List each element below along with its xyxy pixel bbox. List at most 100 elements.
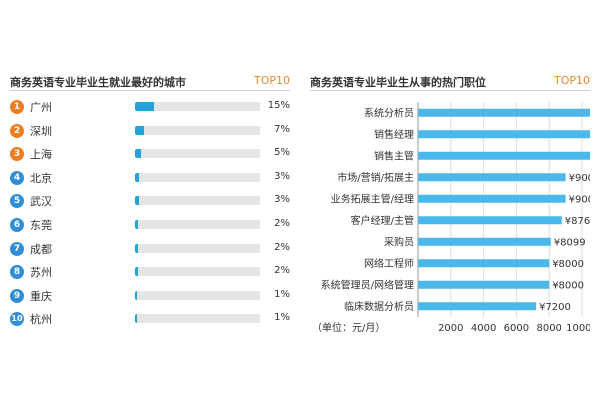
salary-bar: [418, 280, 550, 289]
rank-badge: 8: [10, 265, 24, 280]
salary-bar: [418, 302, 537, 311]
city-bar-track: [135, 290, 260, 300]
city-bar-fill: [135, 314, 137, 324]
x-tick-label: 6000: [504, 323, 529, 334]
city-bar-track: [135, 314, 260, 324]
city-bar-fill: [135, 125, 144, 135]
city-panel-title: 商务英语专业毕业生就业最好的城市: [10, 76, 186, 89]
city-name: 武汉: [30, 195, 52, 209]
city-bar-track: [135, 102, 260, 111]
city-bar-track: [135, 125, 260, 135]
city-row: 6 东莞 2%: [10, 216, 290, 236]
salary-bar: [418, 130, 590, 139]
city-row: 2 深圳 7%: [10, 122, 290, 142]
job-panel-divider: [310, 90, 590, 91]
city-name: 上海: [30, 148, 52, 162]
job-category-label: 销售经理: [374, 128, 414, 141]
city-bar-track: [135, 243, 260, 253]
job-category-label: 系统管理员/网络管理: [321, 278, 414, 291]
city-bar-track: [135, 196, 260, 206]
city-row: 10 杭州 1%: [10, 310, 290, 330]
city-bar-track: [135, 220, 260, 229]
x-axis-unit-label: （单位：元/月）: [312, 321, 385, 334]
salary-value-label: ¥8000: [552, 259, 584, 270]
city-value: 1%: [274, 288, 290, 300]
salary-bar: [418, 259, 550, 268]
rank-badge: 4: [10, 170, 24, 185]
city-ranking-panel: 商务英语专业毕业生就业最好的城市 TOP10 1 广州 15% 2 深圳 7% 3 上海 5% 4…: [10, 74, 290, 330]
salary-bar: [418, 151, 590, 160]
job-panel-title: 商务英语专业毕业生从事的热门职位: [310, 76, 486, 89]
city-bar-track: [135, 172, 260, 182]
city-panel-top-label: TOP10: [253, 74, 290, 87]
salary-value-label: ¥8766: [565, 216, 590, 227]
city-name: 北京: [30, 171, 52, 185]
city-bar-fill: [135, 243, 138, 253]
city-name: 杭州: [30, 313, 52, 327]
salary-value-label: ¥8099: [554, 237, 586, 248]
city-bar-track: [135, 149, 260, 159]
city-row: 5 武汉 3%: [10, 192, 290, 212]
city-bar-fill: [135, 102, 154, 111]
salary-value-label: ¥9000: [569, 173, 590, 184]
salary-value-label: ¥8000: [552, 280, 584, 291]
job-category-label: 业务拓展主管/经理: [331, 192, 414, 205]
x-tick-label: 2000: [438, 323, 463, 334]
city-bar-fill: [135, 196, 139, 206]
city-value: 2%: [274, 241, 290, 253]
city-row: 1 广州 15%: [10, 98, 290, 118]
rank-badge: 2: [10, 123, 24, 138]
city-value: 15%: [267, 100, 290, 111]
rank-badge: 7: [10, 241, 24, 256]
city-bar-fill: [135, 149, 142, 159]
salary-chart: 系统分析员¥14800销售经理¥13386销售主管¥13015市场/营销/拓展主…: [310, 100, 590, 340]
city-row: 7 成都 2%: [10, 240, 290, 260]
city-value: 3%: [274, 194, 290, 206]
job-category-label: 临床数据分析员: [344, 300, 414, 313]
city-name: 深圳: [30, 124, 52, 138]
city-name: 苏州: [30, 266, 52, 280]
city-value: 2%: [274, 218, 290, 229]
city-value: 3%: [274, 170, 290, 182]
job-category-label: 系统分析员: [364, 106, 414, 119]
city-bar-fill: [135, 172, 139, 182]
salary-bar: [418, 237, 551, 246]
job-panel-header: 商务英语专业毕业生从事的热门职位 TOP10: [310, 74, 590, 90]
city-value: 7%: [274, 123, 290, 135]
city-name: 成都: [30, 242, 52, 256]
rank-badge: 1: [10, 100, 24, 114]
job-category-label: 客户经理/主管: [351, 214, 414, 227]
x-tick-label: 8000: [536, 323, 561, 334]
rank-badge: 9: [10, 288, 24, 303]
city-bar-track: [135, 267, 260, 277]
job-category-label: 市场/营销/拓展主: [337, 171, 414, 184]
job-salary-panel: 商务英语专业毕业生从事的热门职位 TOP10 系统分析员¥14800销售经理¥1…: [300, 0, 600, 400]
salary-bar: [418, 173, 566, 182]
salary-bar: [418, 194, 566, 203]
city-row: 4 北京 3%: [10, 169, 290, 189]
city-panel-divider: [10, 90, 290, 91]
city-row: 9 重庆 1%: [10, 287, 290, 307]
city-bar-fill: [135, 267, 138, 277]
job-panel-top-label: TOP10: [553, 74, 590, 87]
job-category-label: 销售主管: [374, 149, 414, 162]
job-category-label: 采购员: [384, 235, 414, 248]
x-tick-label: 10000: [566, 323, 590, 334]
salary-bar: [418, 108, 590, 117]
x-tick-label: 4000: [471, 323, 496, 334]
salary-value-label: ¥9000: [569, 194, 590, 205]
rank-badge: 3: [10, 147, 24, 162]
city-bar-fill: [135, 290, 137, 300]
salary-bar: [418, 216, 562, 225]
rank-badge: 6: [10, 218, 24, 232]
city-panel-header: 商务英语专业毕业生就业最好的城市 TOP10: [10, 74, 290, 90]
salary-chart-svg: 系统分析员¥14800销售经理¥13386销售主管¥13015市场/营销/拓展主…: [312, 102, 590, 334]
city-name: 东莞: [30, 219, 52, 232]
city-value: 5%: [274, 147, 290, 159]
city-name: 重庆: [30, 289, 52, 303]
city-value: 2%: [274, 265, 290, 277]
rank-badge: 10: [10, 312, 24, 327]
job-category-label: 网络工程师: [364, 257, 414, 270]
city-row: 3 上海 5%: [10, 145, 290, 165]
city-name: 广州: [30, 101, 52, 114]
